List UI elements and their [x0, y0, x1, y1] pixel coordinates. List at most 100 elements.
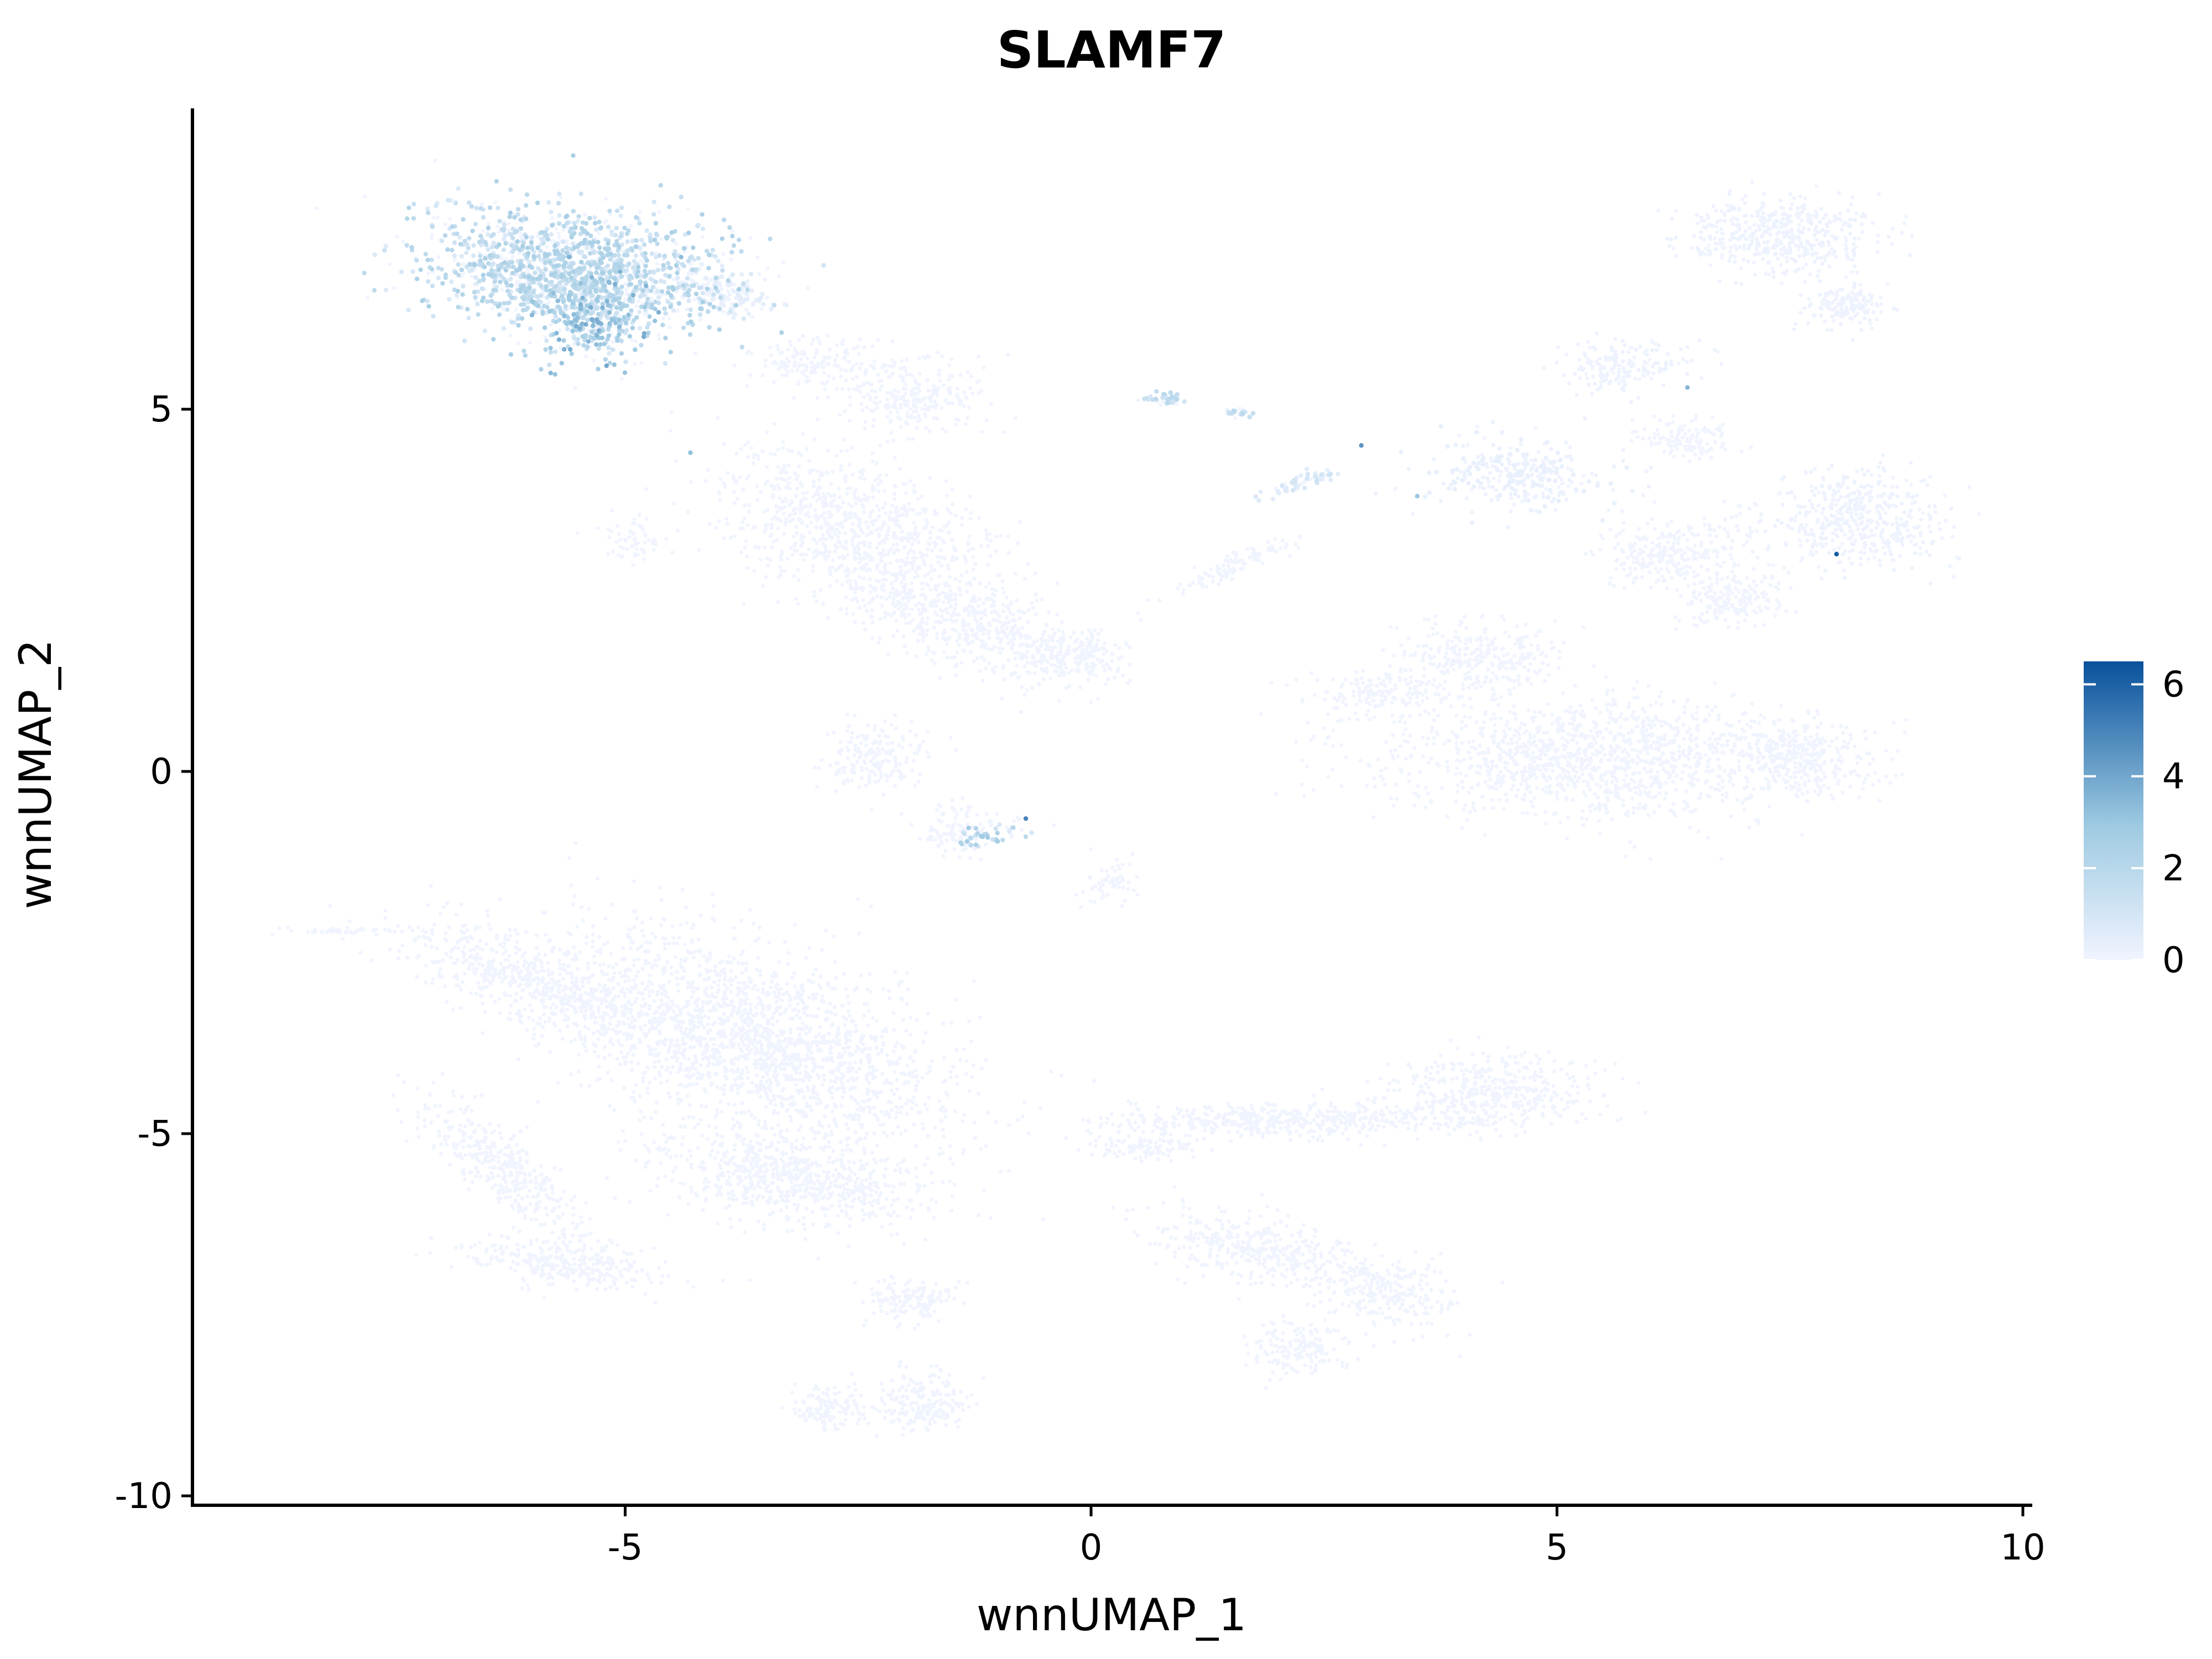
cell-point — [908, 591, 912, 596]
cell-point — [930, 549, 935, 553]
cell-point — [719, 287, 724, 292]
cell-point — [1663, 578, 1667, 583]
cell-point — [853, 549, 857, 554]
cell-point — [633, 536, 637, 541]
cell-point — [1034, 612, 1038, 616]
cell-point — [1685, 359, 1689, 364]
cell-point — [878, 400, 883, 404]
cell-point — [886, 612, 890, 617]
cell-point — [875, 476, 880, 481]
cell-point — [1035, 639, 1039, 643]
cell-point — [816, 469, 820, 473]
cell-point — [1476, 455, 1480, 460]
cell-point — [1723, 447, 1728, 452]
cell-point — [1858, 493, 1862, 497]
cell-point — [1060, 620, 1064, 624]
cell-point — [747, 503, 752, 508]
cell-point — [886, 525, 891, 530]
cell-point — [1746, 259, 1751, 264]
cell-point — [1648, 556, 1653, 560]
cell-point — [1012, 651, 1016, 655]
cell-point — [1730, 557, 1734, 561]
cell-point — [893, 784, 898, 788]
cell-point — [1713, 440, 1718, 445]
cell-point — [1880, 530, 1884, 535]
cell-point — [1699, 219, 1704, 223]
cell-point — [1856, 506, 1861, 511]
cell-point — [862, 543, 867, 547]
cell-point — [812, 589, 816, 594]
cell-point — [898, 514, 902, 518]
cell-point — [861, 498, 865, 502]
cell-point — [967, 604, 972, 608]
cell-point — [724, 517, 729, 521]
cell-point — [834, 521, 839, 526]
cell-point — [1608, 379, 1613, 384]
cell-point — [1016, 541, 1020, 545]
cell-point — [1734, 514, 1738, 519]
cell-point — [1085, 645, 1089, 650]
cell-point — [885, 742, 890, 746]
cell-point — [1836, 498, 1840, 503]
cell-point — [859, 384, 863, 389]
cell-point — [972, 659, 976, 664]
cell-point — [1521, 461, 1526, 466]
cell-point — [927, 755, 931, 759]
cell-point — [1854, 211, 1859, 216]
cell-point — [944, 607, 948, 611]
cell-point — [904, 491, 908, 495]
cell-point — [1762, 192, 1766, 196]
cell-point — [1026, 608, 1031, 612]
cell-point — [1867, 292, 1872, 296]
cell-point — [1705, 442, 1709, 446]
cell-point — [1672, 454, 1676, 458]
cell-point — [787, 486, 792, 491]
cell-point — [785, 369, 790, 374]
cell-point — [811, 495, 815, 499]
cell-point — [954, 639, 959, 644]
cell-point — [796, 578, 801, 582]
cell-point — [1818, 279, 1822, 283]
cell-point — [1803, 245, 1807, 250]
cell-point — [887, 375, 891, 380]
cell-point — [928, 399, 933, 404]
cell-point — [1406, 467, 1411, 471]
cell-point — [1012, 618, 1017, 623]
cell-point — [917, 744, 921, 749]
cell-point — [1614, 352, 1618, 357]
cell-point — [921, 634, 926, 639]
cell-point — [1808, 221, 1813, 226]
cell-point — [1661, 535, 1666, 540]
cell-point — [932, 509, 937, 513]
cell-point — [973, 562, 978, 566]
cell-point — [1809, 549, 1813, 554]
cell-point — [935, 351, 940, 355]
cell-point — [1839, 322, 1843, 327]
cell-point — [930, 568, 934, 573]
cell-point — [729, 257, 733, 262]
cell-point — [885, 439, 890, 444]
cell-point — [981, 625, 985, 629]
cell-point — [979, 544, 984, 549]
cell-point — [1081, 648, 1085, 652]
cell-point — [979, 655, 984, 660]
cell-point — [1778, 199, 1783, 203]
cell-point — [870, 509, 875, 513]
cell-point — [1432, 457, 1436, 462]
cell-point — [792, 543, 797, 547]
cell-point — [818, 538, 822, 542]
cell-point — [900, 394, 905, 399]
cell-point — [975, 610, 980, 614]
cell-point — [812, 594, 817, 598]
cell-point — [1751, 580, 1756, 584]
cell-point — [811, 468, 816, 472]
cell-point — [899, 403, 903, 407]
cell-point — [831, 528, 836, 532]
cell-point — [837, 487, 841, 491]
cell-point — [1018, 616, 1022, 620]
cell-point — [1850, 195, 1855, 200]
cell-point — [1832, 547, 1837, 552]
cell-point — [1491, 443, 1495, 447]
cell-point — [953, 513, 958, 518]
cell-point — [1712, 432, 1717, 437]
